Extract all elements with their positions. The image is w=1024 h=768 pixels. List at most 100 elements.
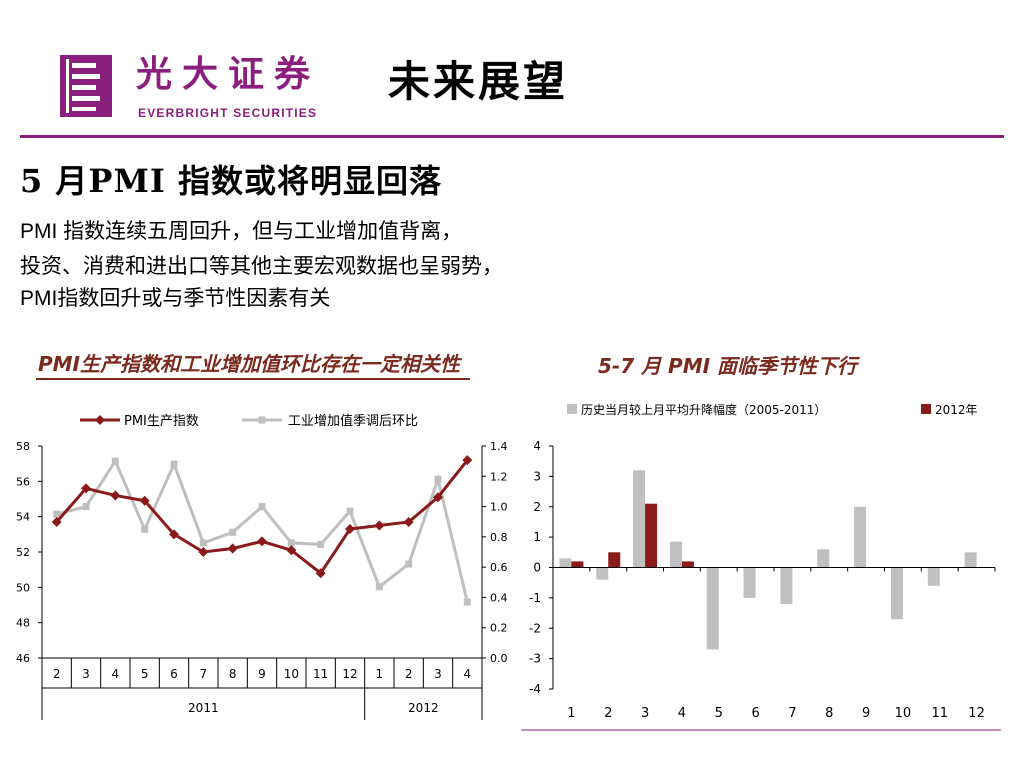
legend-label: PMI生产指数 — [124, 414, 199, 429]
x-tick-label: 7 — [788, 706, 796, 721]
right-y-tick-label: 0.0 — [490, 652, 508, 665]
x-tick-label: 10 — [284, 667, 299, 681]
y-tick-label: -4 — [529, 682, 541, 696]
pmi-point — [286, 545, 297, 556]
section-title: 未来展望 — [388, 57, 569, 106]
bar-historical — [743, 567, 756, 598]
x-tick-label: 8 — [825, 706, 833, 721]
industry-point — [287, 539, 295, 547]
y-tick-label: 3 — [533, 469, 541, 483]
legend-swatch — [567, 404, 577, 414]
bar-2012 — [608, 552, 621, 568]
y-tick-label: 1 — [533, 530, 541, 544]
pmi-point — [169, 529, 179, 540]
x-tick-label: 4 — [464, 667, 472, 681]
pmi-point — [462, 455, 473, 466]
right-y-tick-label: 0.6 — [490, 561, 508, 574]
bar-2012 — [645, 503, 658, 568]
x-tick-label: 3 — [82, 667, 90, 681]
everbright-logo-icon — [60, 55, 112, 117]
x-tick-label: 3 — [641, 706, 649, 721]
x-tick-label: 4 — [678, 706, 686, 721]
bar-historical — [559, 558, 572, 568]
left-y-tick-label: 48 — [16, 617, 30, 630]
legend-label: 历史当月较上月平均升降幅度（2005-2011） — [581, 402, 826, 417]
bar-historical — [706, 567, 719, 650]
x-tick-label: 11 — [931, 706, 948, 721]
x-tick-label: 1 — [376, 667, 384, 681]
x-group-label: 2012 — [408, 701, 439, 715]
right-y-tick-label: 0.2 — [490, 622, 508, 635]
bar-historical — [669, 541, 682, 568]
left-y-tick-label: 56 — [16, 475, 30, 488]
slide-title: 5 月PMI 指数或将明显回落 — [20, 162, 443, 200]
x-group-label: 2011 — [188, 701, 219, 715]
industry-point — [463, 598, 471, 606]
y-tick-label: 2 — [533, 500, 541, 514]
left-y-tick-label: 58 — [16, 440, 30, 453]
x-tick-label: 6 — [170, 667, 178, 681]
industry-point — [199, 539, 207, 547]
left-chart-title-underline — [36, 378, 470, 380]
x-tick-label: 6 — [751, 706, 759, 721]
industry-point — [317, 540, 325, 548]
industry-point — [258, 503, 266, 511]
x-tick-label: 11 — [313, 667, 328, 681]
x-tick-label: 10 — [895, 706, 912, 721]
right-y-tick-label: 0.4 — [490, 591, 508, 604]
bar-2012 — [681, 561, 694, 568]
bullet-line-1: PMI 指数连续五周回升，但与工业增加值背离， — [20, 220, 463, 243]
legend-label: 2012年 — [935, 403, 978, 417]
x-tick-label: 1 — [567, 706, 575, 721]
y-tick-label: -1 — [529, 591, 541, 605]
pmi-point — [51, 516, 62, 527]
series-line-2 — [56, 457, 469, 603]
x-tick-label: 2 — [604, 706, 612, 721]
pmi-point — [345, 524, 355, 535]
right-chart-title: 5-7 月 PMI 面临季节性下行 — [598, 354, 858, 378]
industry-point — [141, 525, 149, 533]
left-chart-title: PMI生产指数和工业增加值环比存在一定相关性 — [38, 352, 461, 376]
pmi-point — [315, 568, 326, 579]
right-y-tick-label: 0.8 — [490, 531, 508, 544]
industry-point — [170, 460, 178, 468]
bar-historical — [780, 567, 793, 604]
x-tick-label: 2 — [405, 667, 413, 681]
left-y-tick-label: 46 — [16, 652, 30, 665]
bar-historical — [596, 567, 609, 580]
header-divider — [20, 135, 1004, 138]
x-tick-label: 9 — [862, 706, 870, 721]
pmi-point — [227, 543, 238, 554]
industry-point — [434, 475, 442, 483]
bar-historical — [633, 470, 646, 568]
x-tick-label: 7 — [200, 667, 208, 681]
x-tick-label: 12 — [342, 667, 357, 681]
brand-name-cn: 光大证券 — [136, 53, 321, 95]
industry-point — [82, 503, 90, 511]
x-tick-label: 12 — [968, 706, 985, 721]
pmi-point — [433, 492, 443, 503]
x-tick-label: 3 — [434, 667, 442, 681]
legend-label: 工业增加值季调后环比 — [288, 413, 418, 429]
y-tick-label: 4 — [533, 439, 541, 453]
industry-point — [405, 560, 413, 568]
pmi-point — [403, 516, 414, 527]
bullet-line-2: 投资、消费和进出口等其他主要宏观数据也呈弱势， — [20, 255, 503, 278]
legend-swatch-marker — [95, 415, 105, 425]
x-tick-label: 5 — [715, 706, 723, 721]
x-tick-label: 9 — [258, 667, 266, 681]
industry-point — [53, 510, 61, 518]
industry-point — [346, 507, 354, 515]
right-y-tick-label: 1.4 — [490, 440, 508, 453]
x-tick-label: 8 — [229, 667, 237, 681]
bar-historical — [890, 567, 903, 620]
brand-name-en: EVERBRIGHT SECURITIES — [138, 106, 318, 120]
industry-point — [375, 583, 383, 591]
left-y-tick-label: 52 — [16, 546, 30, 559]
pmi-point — [81, 483, 91, 494]
legend-swatch — [921, 404, 931, 414]
bar-historical — [854, 506, 867, 568]
x-tick-label: 5 — [141, 667, 149, 681]
